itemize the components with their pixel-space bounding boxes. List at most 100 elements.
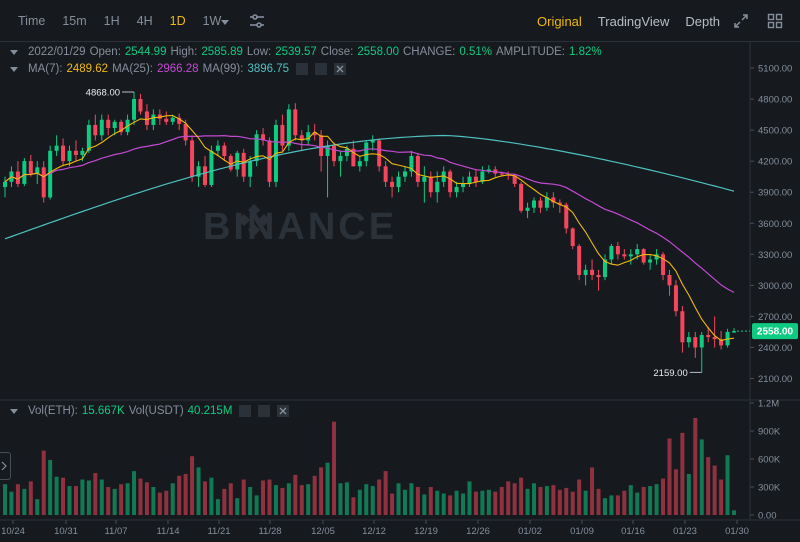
volume-bar — [499, 487, 504, 515]
candle-body — [215, 145, 220, 151]
interval-tab-time[interactable]: Time — [18, 14, 46, 28]
gear-icon[interactable] — [258, 405, 271, 417]
low-marker-label: 2159.00 — [653, 368, 687, 379]
volume-bar — [125, 483, 130, 515]
close-value: 2558.00 — [357, 46, 399, 58]
candle — [622, 249, 627, 260]
volume-bar — [261, 480, 266, 515]
candle-body — [99, 119, 104, 136]
candle-body — [383, 166, 388, 182]
candle — [306, 124, 311, 146]
candle — [28, 154, 33, 177]
interval-tab-4h[interactable]: 4H — [136, 14, 153, 28]
candle-body — [119, 121, 124, 133]
candle — [686, 331, 691, 348]
candle-body — [480, 171, 485, 182]
candle — [357, 155, 362, 172]
volume-bar — [183, 473, 188, 515]
volume-tick-label: 1.2M — [758, 399, 779, 410]
volume-bar — [164, 490, 169, 515]
candle-body — [435, 181, 440, 193]
view-tab-tradingview[interactable]: TradingView — [597, 13, 670, 29]
candle-body — [628, 254, 633, 257]
volume-bar — [538, 487, 543, 515]
candle — [215, 140, 220, 156]
volume-bar — [151, 487, 156, 515]
volume-bar — [422, 494, 427, 515]
watermark: BINANCE — [203, 206, 397, 248]
close-icon[interactable] — [334, 63, 347, 75]
interval-tab-1h[interactable]: 1H — [103, 14, 120, 28]
grid-layout-icon[interactable] — [767, 13, 783, 32]
price-markers: 4868.00 2159.00 2558.00 — [86, 88, 798, 379]
volume-bar — [557, 489, 562, 515]
candle-body — [570, 228, 575, 247]
volume-bar — [551, 485, 556, 515]
candle — [22, 158, 27, 186]
chevron-down-icon[interactable] — [220, 16, 230, 30]
candle — [351, 140, 356, 167]
collapse-icon[interactable] — [10, 408, 18, 414]
change-value: 0.51% — [459, 46, 492, 58]
candle-body — [222, 145, 227, 156]
volume-bar — [441, 493, 446, 515]
volume-bar — [106, 487, 111, 515]
eye-icon[interactable] — [296, 63, 309, 75]
interval-tab-1w[interactable]: 1W — [202, 14, 222, 28]
volume-bar — [196, 467, 201, 515]
candle — [680, 306, 685, 353]
candle-body — [228, 155, 233, 170]
price-tick-label: 3600.00 — [758, 219, 792, 230]
volume-bar — [132, 471, 137, 515]
ma-info: MA(7): 2489.62 MA(25): 2966.28 MA(99): 3… — [10, 61, 347, 77]
collapse-icon[interactable] — [10, 66, 18, 72]
candle-body — [190, 140, 195, 177]
candle — [519, 181, 524, 213]
candle-body — [261, 134, 266, 141]
volume-bar — [622, 490, 627, 515]
volume-bar — [377, 479, 382, 515]
candle — [390, 176, 395, 198]
candle-body — [3, 181, 7, 188]
price-chart[interactable]: BINANCE 5100.00 4800.00 4500.00 4200.00 3900… — [0, 42, 800, 542]
view-tab-depth[interactable]: Depth — [685, 13, 721, 29]
gear-icon[interactable] — [315, 63, 328, 75]
candle — [86, 119, 91, 153]
collapse-icon[interactable] — [10, 49, 18, 55]
side-panel-toggle[interactable] — [0, 452, 11, 480]
candle — [151, 109, 156, 131]
candle — [402, 166, 407, 182]
volume-bar — [299, 485, 304, 515]
volume-bar — [254, 495, 259, 515]
volume-bar — [41, 450, 46, 515]
volume-bar — [54, 476, 59, 515]
close-icon[interactable] — [277, 405, 290, 417]
candle — [467, 171, 472, 188]
eye-icon[interactable] — [239, 405, 252, 417]
candle — [564, 202, 569, 234]
volume-bar — [222, 488, 227, 515]
volume-bar — [312, 475, 317, 515]
volume-bar — [267, 479, 272, 515]
expand-icon[interactable] — [733, 13, 749, 32]
candle-body — [344, 148, 349, 156]
candle — [267, 137, 272, 188]
candle-body — [351, 148, 356, 167]
view-tab-original[interactable]: Original — [537, 13, 582, 29]
open-label: Open: — [89, 46, 121, 58]
interval-tab-15m[interactable]: 15m — [62, 14, 87, 28]
price-tick-label: 4500.00 — [758, 126, 792, 137]
volume-bar — [273, 485, 278, 515]
volume-bar — [473, 491, 478, 515]
volume-bar — [248, 487, 253, 515]
volume-bar — [686, 473, 691, 515]
interval-tab-1d[interactable]: 1D — [169, 14, 186, 28]
volume-bar — [61, 477, 66, 515]
candle-body — [312, 132, 317, 136]
candle — [409, 150, 414, 177]
candle-body — [712, 337, 717, 340]
candle-body — [73, 150, 78, 155]
candle — [641, 248, 646, 265]
settings-sliders-icon[interactable] — [249, 13, 265, 32]
candle-body — [622, 254, 627, 257]
